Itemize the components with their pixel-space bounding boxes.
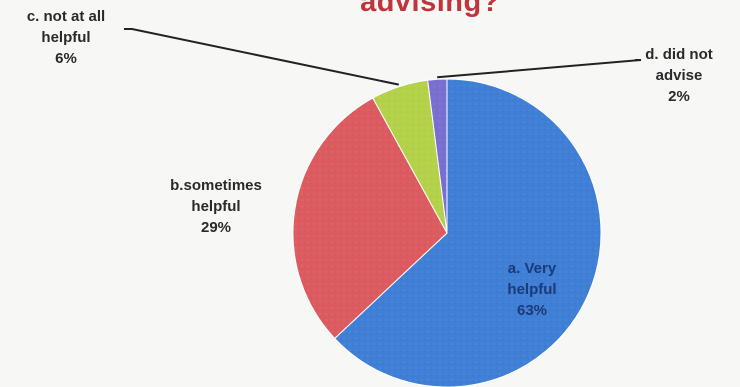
slice-a-texture <box>334 79 602 387</box>
slice-label-b-line2: helpful <box>191 198 241 215</box>
slice-label-a-line2: helpful <box>507 281 557 298</box>
slice-label-a-line1: a. Very <box>507 260 557 277</box>
slice-label-d-line1: d. did not <box>645 46 713 63</box>
slice-c-texture <box>372 80 447 234</box>
slice-label-c-line1: c. not at all <box>26 8 106 25</box>
slice-label-c: c. not at all helpful 6% <box>6 6 126 69</box>
chart-title: advising? <box>360 0 500 18</box>
slice-label-d-line2: advise <box>655 67 703 84</box>
slice-label-d-pct: 2% <box>668 88 690 105</box>
slice-d-texture <box>427 79 447 233</box>
slice-label-c-pct: 6% <box>55 50 77 67</box>
chart-title-container: advising? <box>300 0 560 26</box>
leader-line-c <box>124 28 399 86</box>
slice-b-texture <box>293 98 447 339</box>
slice-label-b-line1: b.sometimes <box>170 177 262 194</box>
slice-label-a-pct: 63% <box>516 302 548 319</box>
slice-label-b: b.sometimes helpful 29% <box>146 175 286 238</box>
slice-label-b-pct: 29% <box>200 219 232 236</box>
slice-label-a: a. Very helpful 63% <box>487 258 577 321</box>
leader-line-d <box>437 59 642 79</box>
slice-label-c-line2: helpful <box>41 29 91 46</box>
slice-label-d: d. did not advise 2% <box>624 44 734 107</box>
